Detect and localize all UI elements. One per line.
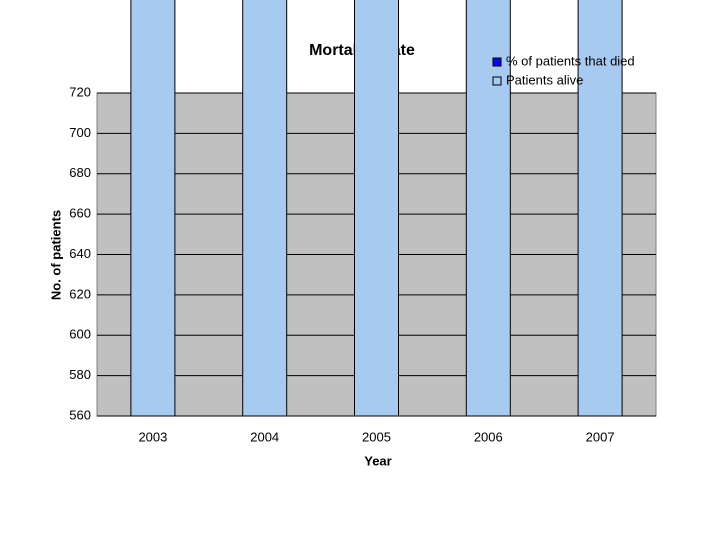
- x-tick-label: 2006: [474, 429, 503, 444]
- legend: [488, 50, 660, 92]
- bar-segment: [465, 0, 511, 417]
- x-tick-label: 2005: [362, 429, 391, 444]
- y-tick-label: 560: [69, 407, 91, 422]
- y-tick-label: 580: [69, 367, 91, 382]
- x-axis-label: Year: [364, 453, 391, 468]
- x-tick-label: 2004: [250, 429, 279, 444]
- y-tick-label: 680: [69, 165, 91, 180]
- legend-label: Patients alive: [506, 72, 583, 87]
- legend-label: % of patients that died: [506, 53, 635, 68]
- bar-segment: [130, 0, 176, 417]
- bar-segment: [242, 0, 288, 417]
- x-tick-label: 2007: [586, 429, 615, 444]
- x-tick-label: 2003: [138, 429, 167, 444]
- legend-swatch: [492, 76, 502, 86]
- bar-segment: [354, 0, 399, 417]
- bar-segment: [577, 0, 623, 417]
- y-tick-label: 720: [69, 84, 91, 99]
- y-tick-label: 600: [69, 327, 91, 342]
- y-tick-label: 700: [69, 125, 91, 140]
- legend-swatch: [492, 57, 502, 67]
- y-tick-label: 640: [69, 246, 91, 261]
- y-tick-label: 620: [69, 286, 91, 301]
- y-tick-label: 660: [69, 206, 91, 221]
- y-axis-label: No. of patients: [48, 210, 63, 300]
